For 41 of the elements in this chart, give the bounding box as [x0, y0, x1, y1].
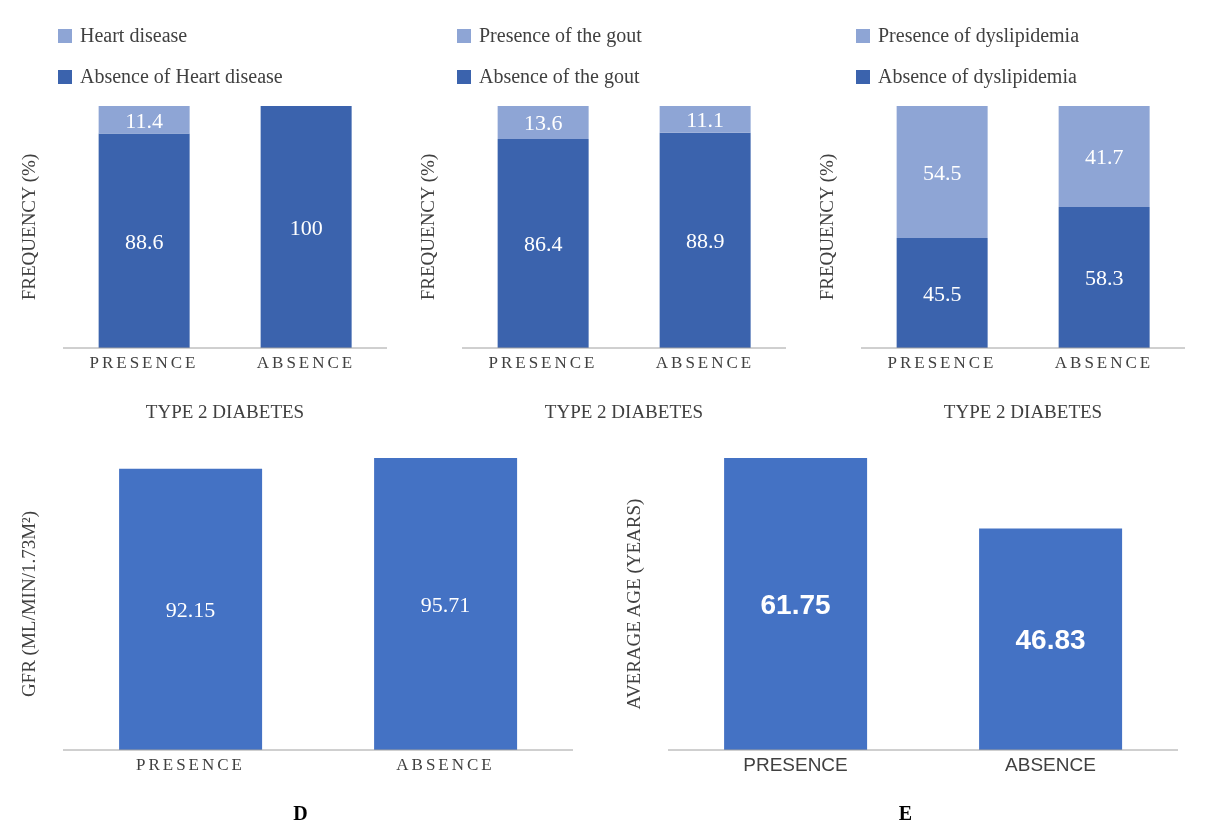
x-tick-label: ABSENCE	[1054, 353, 1154, 373]
legend-label: Absence of Heart disease	[80, 65, 283, 88]
data-label: 11.1	[686, 107, 724, 133]
y-axis-title: GFR (ML/MIN/1.73M²)	[17, 510, 40, 698]
x-tick-label: PRESENCE	[89, 353, 199, 373]
data-label: 58.3	[1084, 265, 1124, 291]
legend-label: Absence of the gout	[479, 65, 640, 88]
y-axis-title: FREQUENCY (%)	[416, 153, 439, 301]
legend-label: Heart disease	[80, 24, 188, 47]
y-axis-title: FREQUENCY (%)	[815, 153, 838, 301]
x-tick-label: PRESENCE	[488, 353, 598, 373]
data-label: 54.5	[922, 159, 962, 185]
text: D	[292, 802, 309, 825]
data-label: 11.4	[125, 107, 163, 133]
x-axis-title: TYPE 2 DIABETES	[544, 401, 704, 422]
text: E	[897, 802, 914, 825]
data-label: 45.5	[922, 280, 962, 306]
x-tick-label: ABSENCE	[1005, 754, 1096, 776]
data-label: 41.7	[1084, 144, 1124, 170]
y-axis-title: FREQUENCY (%)	[17, 153, 40, 301]
data-label: 61.75	[760, 588, 831, 620]
x-tick-label: PRESENCE	[743, 754, 848, 776]
y-axis-title: AVERAGE AGE (YEARS)	[622, 498, 645, 710]
legend-label: Presence of dyslipidemia	[878, 24, 1080, 47]
legend-label: Presence of the gout	[479, 24, 642, 47]
x-tick-label: ABSENCE	[655, 353, 755, 373]
data-label: 88.9	[685, 228, 725, 254]
data-label: 88.6	[124, 228, 164, 254]
x-tick-label: PRESENCE	[135, 755, 246, 775]
x-axis-title: TYPE 2 DIABETES	[145, 401, 305, 422]
x-tick-label: ABSENCE	[256, 353, 356, 373]
x-tick-label: ABSENCE	[396, 755, 495, 775]
legend-label: Absence of dyslipidemia	[878, 65, 1077, 88]
x-axis-title: TYPE 2 DIABETES	[943, 401, 1103, 422]
data-label: 95.71	[420, 591, 471, 617]
data-label: 13.6	[523, 110, 563, 136]
data-label: 86.4	[523, 231, 563, 257]
data-label: 46.83	[1015, 624, 1086, 656]
data-label: 92.15	[165, 597, 216, 623]
data-label: 100	[289, 214, 323, 240]
x-tick-label: PRESENCE	[887, 353, 997, 373]
